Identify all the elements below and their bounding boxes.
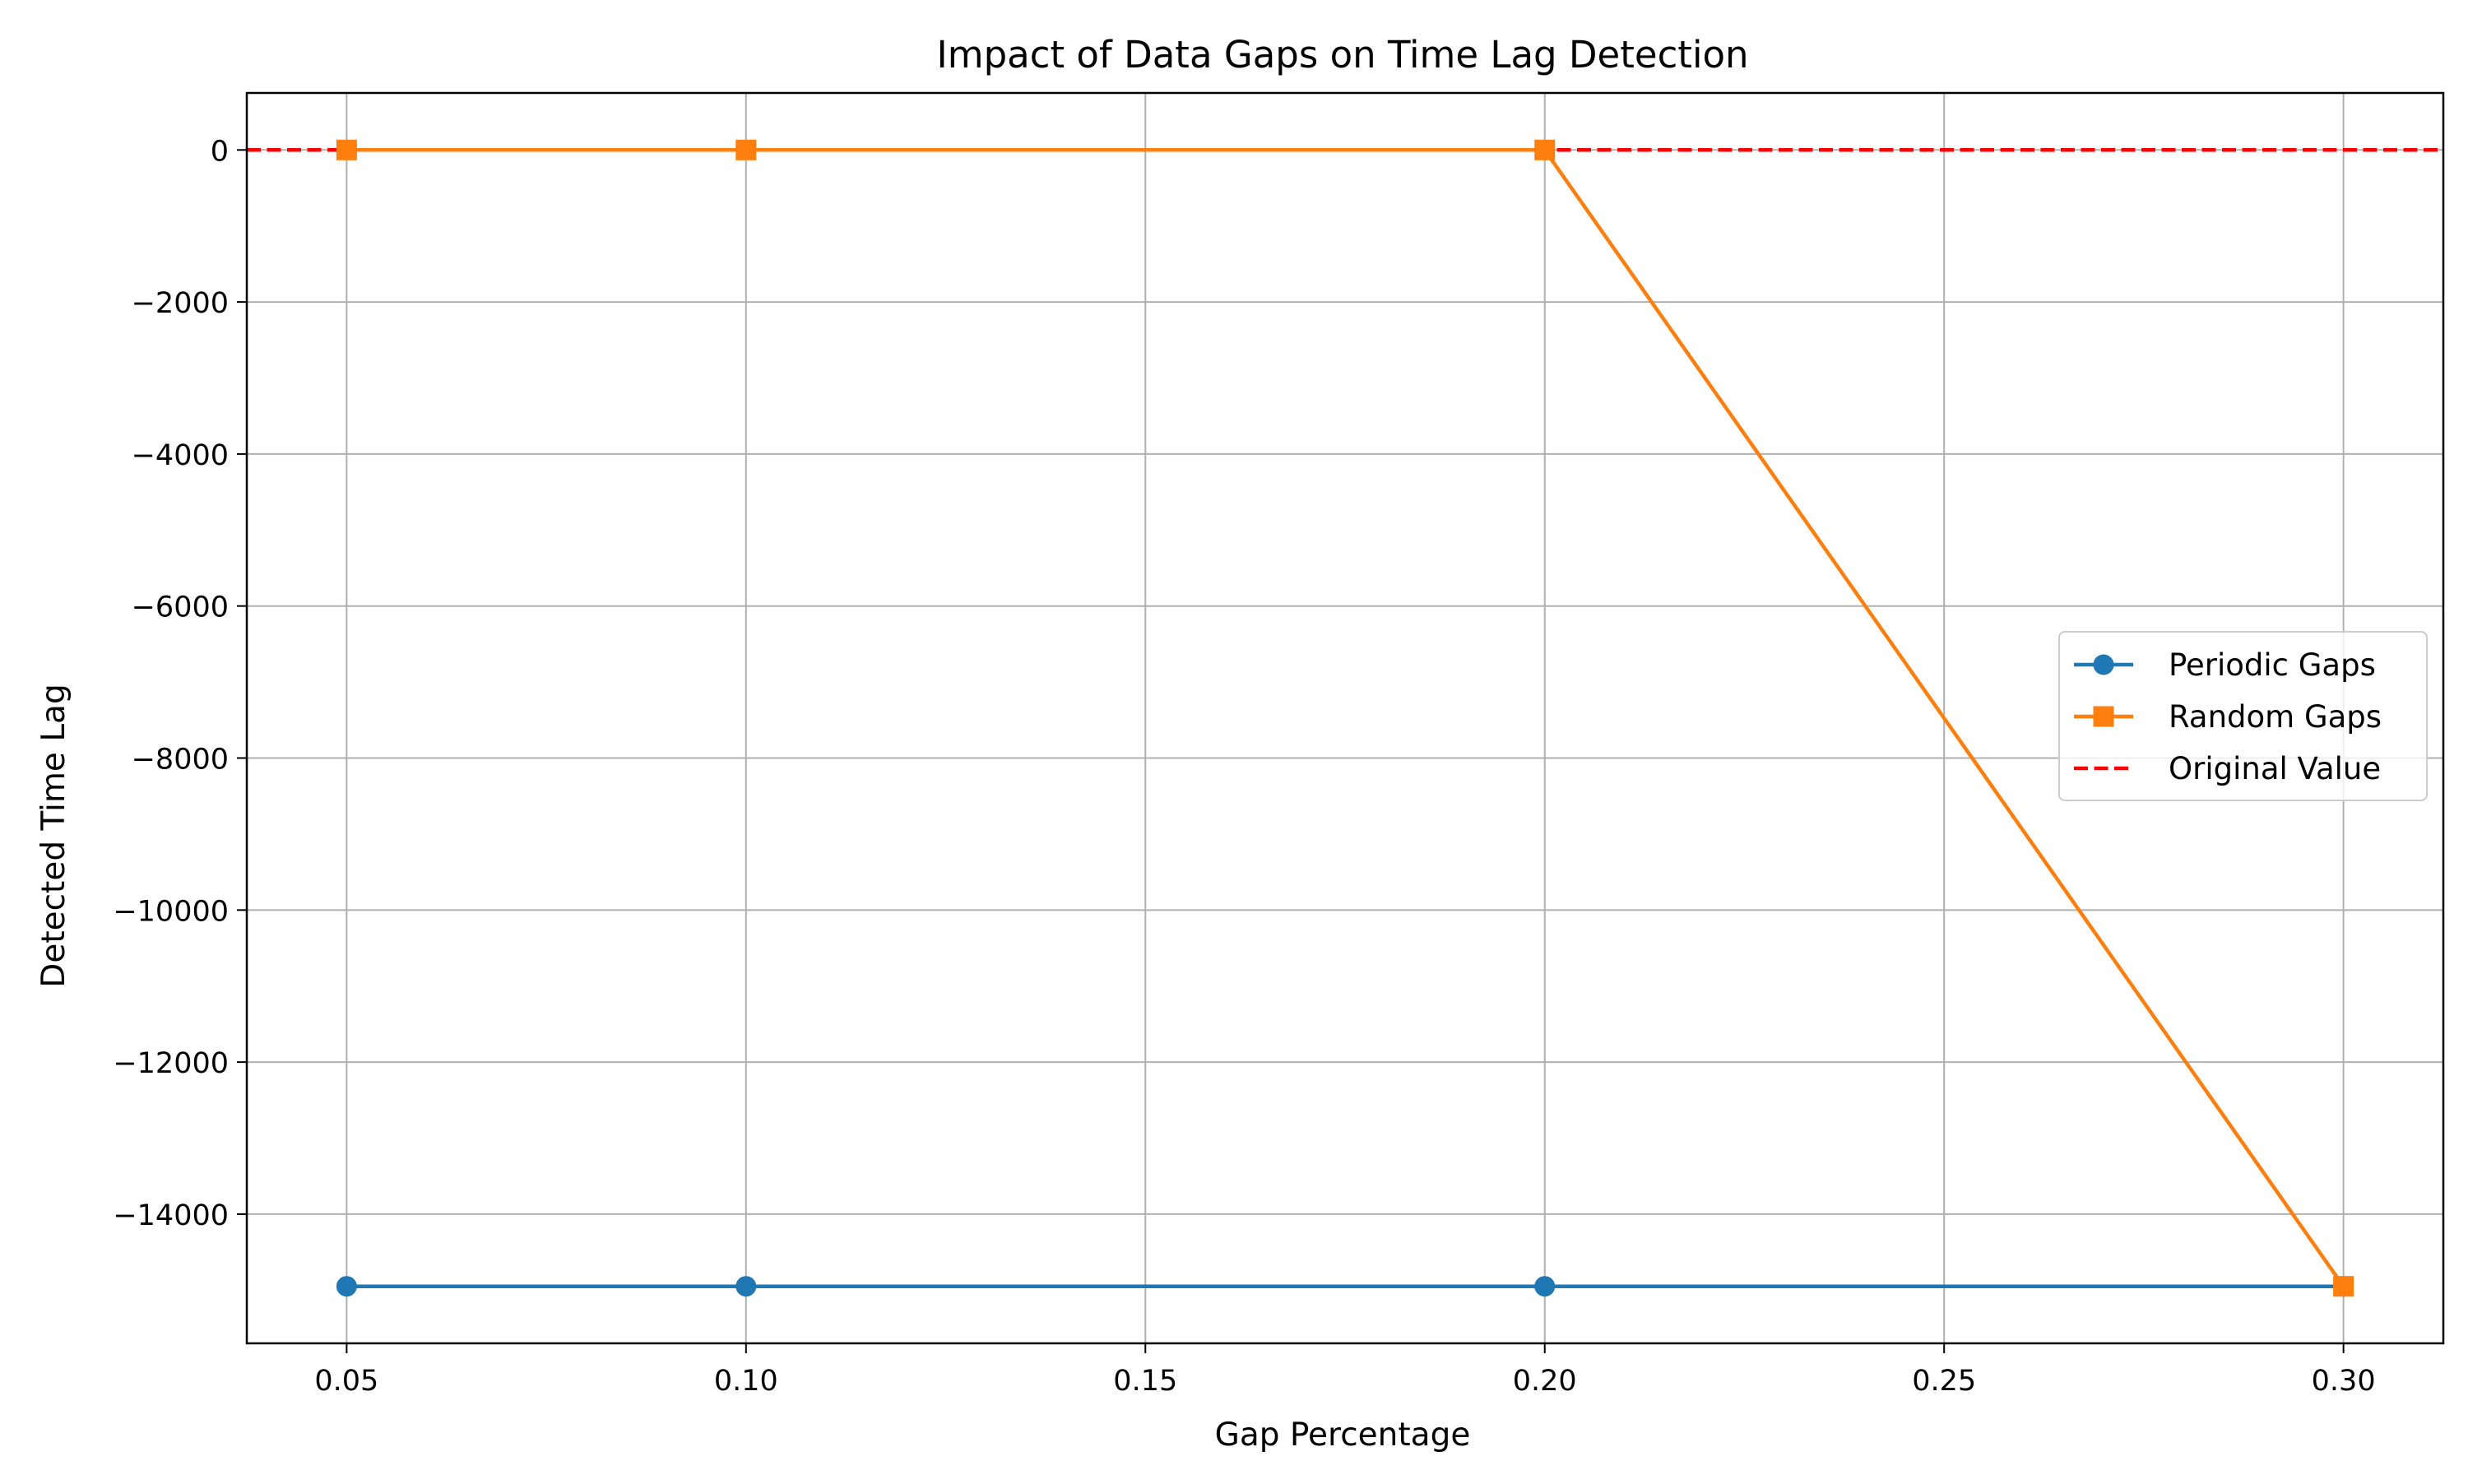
y-tick-label: −14000 (113, 1199, 229, 1232)
y-tick-label: −4000 (132, 439, 229, 472)
series-layer (336, 139, 2354, 1297)
periodic-gaps-point (336, 1276, 357, 1297)
x-tick-label: 0.20 (1513, 1365, 1577, 1398)
x-tick-label: 0.30 (2312, 1365, 2376, 1398)
y-tick-label: −6000 (132, 591, 229, 624)
y-tick-label: −12000 (113, 1047, 229, 1080)
random-gaps-point (2333, 1276, 2354, 1297)
y-tick-label: −8000 (132, 744, 229, 777)
periodic-gaps-point (1534, 1276, 1556, 1297)
x-tick-label: 0.10 (714, 1365, 778, 1398)
y-tick-label: 0 (211, 135, 229, 168)
periodic-gaps-point (735, 1276, 757, 1297)
plot-frame (245, 91, 2445, 1345)
x-tick-label: 0.15 (1113, 1365, 1177, 1398)
random-gaps-point (336, 139, 357, 160)
x-tick-label: 0.25 (1912, 1365, 1976, 1398)
y-tick-label: −2000 (132, 287, 229, 320)
y-axis-label: Detected Time Lag (35, 684, 72, 987)
ticks: 0.05 0.10 0.15 0.20 0.25 0.30 0 −2000 −4000 −6000… (113, 135, 2375, 1398)
random-gaps-point (735, 139, 757, 160)
random-gaps-legend-label: Random Gaps (2169, 699, 2382, 735)
periodic-gaps-legend-label: Periodic Gaps (2169, 647, 2376, 683)
original-value-legend-label: Original Value (2169, 751, 2381, 786)
x-axis-label: Gap Percentage (1215, 1417, 1471, 1454)
legend-box (2058, 631, 2428, 801)
random-gaps-point (1534, 139, 1556, 160)
chart-title: Impact of Data Gaps on Time Lag Detectio… (936, 33, 1748, 77)
legend[interactable]: Periodic Gaps Random Gaps Original Value (2058, 631, 2428, 801)
random-gaps-legend-marker (2093, 706, 2114, 727)
periodic-gaps-legend-marker (2093, 654, 2114, 675)
x-tick-label: 0.05 (314, 1365, 378, 1398)
random-gaps-series-line (346, 148, 2345, 1287)
y-tick-label: −10000 (113, 895, 229, 928)
